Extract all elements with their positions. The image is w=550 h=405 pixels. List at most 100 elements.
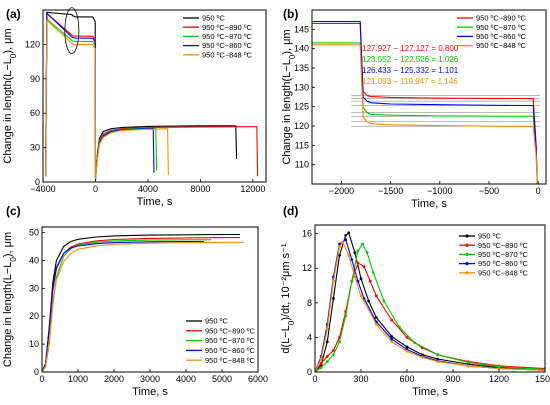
x-axis-label: Time, s: [137, 196, 173, 208]
data-point: [390, 335, 394, 338]
data-point: [365, 251, 369, 255]
data-point: [405, 345, 409, 349]
legend-label: 950 ºC−848 ºC: [476, 41, 526, 50]
data-point: [356, 249, 360, 253]
legend-label: 950 ºC: [205, 317, 228, 326]
y-tick-label: 140: [294, 44, 309, 54]
x-tick-label: −1500: [378, 186, 403, 196]
y-axis-label: Change in length(L−L0), μm: [281, 29, 297, 164]
legend-label: 950 ºC−870 ºC: [202, 32, 252, 41]
panel-label: (a): [6, 7, 21, 21]
y-tick-label: 8: [307, 298, 312, 308]
annotation-text: 126.433 − 125.332 = 1.101: [362, 66, 459, 75]
data-point: [344, 314, 348, 318]
data-point: [319, 366, 323, 370]
y-tick-label: 4: [307, 332, 312, 342]
y-tick-label: 10: [29, 339, 39, 349]
series-line: [42, 241, 244, 372]
y-tick-label: 90: [30, 74, 40, 84]
y-tick-label: 0: [34, 367, 39, 377]
x-tick-label: 900: [445, 374, 460, 384]
x-tick-label: 0: [312, 374, 317, 384]
legend-label: 950 ºC−848 ºC: [478, 268, 528, 277]
data-point: [325, 340, 329, 344]
x-tick-label: 1200: [489, 374, 509, 384]
data-point: [390, 337, 394, 341]
data-point: [353, 251, 357, 255]
data-point: [319, 361, 323, 365]
series-group: [42, 233, 244, 372]
data-point: [356, 261, 360, 265]
data-point: [353, 275, 357, 279]
x-tick-label: −1000: [427, 186, 452, 196]
x-tick-label: 5000: [212, 374, 232, 384]
legend-marker: [465, 234, 469, 238]
series-line: [315, 231, 545, 372]
data-point: [332, 348, 335, 352]
x-tick-label: −4000: [30, 184, 55, 194]
series-group: [312, 21, 538, 184]
x-tick-label: 0: [39, 374, 44, 384]
annotation-text: 123.552 − 122.526 = 1.026: [362, 55, 459, 64]
y-tick-label: 50: [29, 228, 39, 238]
data-point: [359, 294, 363, 298]
data-point: [356, 279, 360, 283]
y-axis-label: d(L−L0)/dt, 10⁻²μm s⁻¹: [280, 243, 296, 353]
x-tick-label: −500: [479, 186, 499, 196]
legend-marker: [465, 243, 469, 247]
series-line: [312, 42, 538, 184]
legend-marker: [465, 271, 469, 275]
series-line: [42, 240, 204, 372]
data-point: [405, 349, 409, 353]
data-point: [344, 238, 348, 242]
y-tick-label: 40: [29, 255, 39, 265]
series-line: [315, 242, 545, 372]
legend-label: 950 ºC−860 ºC: [476, 32, 526, 41]
legend-label: 950 ºC−860 ºC: [478, 259, 528, 268]
data-point: [347, 231, 351, 235]
y-tick-label: 145: [294, 24, 309, 34]
data-point: [368, 279, 372, 283]
data-point: [332, 297, 335, 300]
series-line: [45, 19, 169, 180]
y-tick-label: 130: [294, 82, 309, 92]
x-tick-label: 1000: [68, 374, 88, 384]
legend-label: 950 ºC−870 ºC: [476, 23, 526, 32]
panel-b: −2000 −1500 −1000 −500 0 110 115 120 125 130 135 14…: [281, 7, 547, 210]
data-point: [374, 294, 378, 298]
plot-frame: [42, 9, 267, 183]
y-tick-label: 110: [295, 160, 309, 170]
legend-label: 950 ºC−890 ºC: [476, 14, 526, 23]
y-tick-label: 115: [295, 140, 309, 150]
x-tick-label: 1500: [535, 374, 550, 384]
legend-label: 950 ºC−848 ºC: [205, 356, 255, 365]
data-point: [350, 258, 354, 261]
x-tick-label: 0: [536, 186, 541, 196]
data-point: [362, 265, 366, 268]
x-tick-label: 3000: [140, 374, 160, 384]
data-point: [466, 361, 470, 364]
y-tick-label: 16: [302, 229, 312, 239]
x-tick-label: 6000: [248, 374, 268, 384]
y-tick-label: 30: [30, 143, 40, 153]
legend-label: 950 ºC: [478, 232, 501, 241]
annotation-text: 121.093 − 119.947 = 1.146: [362, 77, 458, 86]
plot-frame: [314, 224, 546, 373]
x-tick-label: −2000: [329, 186, 354, 196]
series-line: [312, 44, 538, 184]
data-point: [374, 316, 378, 319]
data-point: [325, 355, 329, 358]
panel-label: (c): [6, 204, 21, 218]
y-tick-label: 135: [294, 63, 309, 73]
data-point: [367, 299, 371, 303]
data-point: [413, 341, 417, 344]
series-line: [45, 18, 158, 180]
plot-frame: [311, 9, 547, 185]
x-tick-label: 8000: [190, 184, 210, 194]
y-tick-label: 120: [294, 121, 309, 131]
legend-label: 950 ºC−860 ºC: [205, 346, 255, 355]
x-axis-label: Time, s: [132, 386, 168, 398]
x-tick-label: 12000: [240, 184, 265, 194]
series-line: [315, 262, 545, 372]
